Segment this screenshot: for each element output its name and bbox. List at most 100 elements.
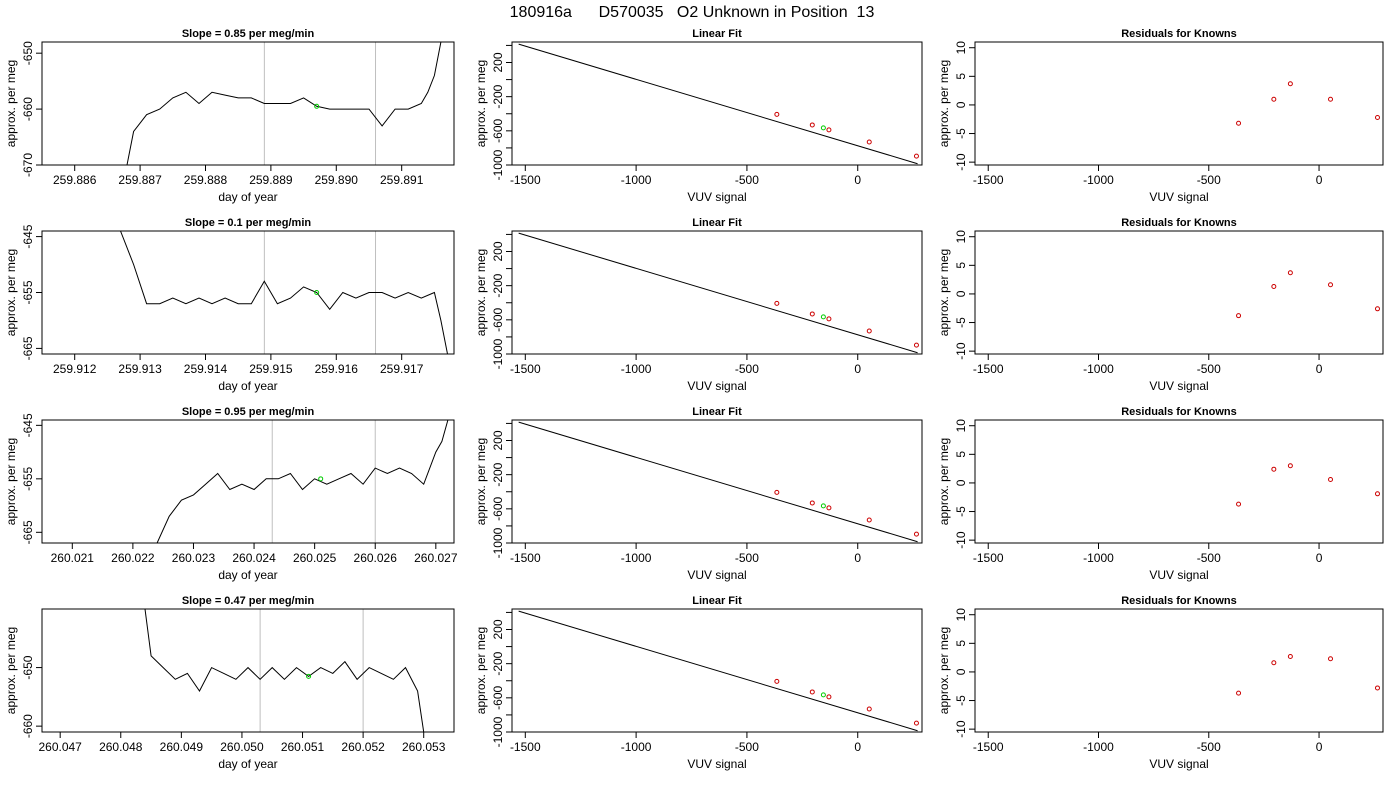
y-axis-label: approx. per meg [474, 249, 488, 336]
x-tick-label: 260.049 [160, 740, 204, 754]
y-tick-label: -650 [21, 41, 35, 65]
x-tick-label: 259.889 [249, 173, 293, 187]
plot-frame [41, 41, 455, 166]
plot-frame [974, 419, 1384, 544]
x-tick-label: -1500 [973, 740, 1004, 754]
chart-panel-0-2: Residuals for Knowns -1500 -1000 -500 0 -10 -5… [937, 28, 1384, 204]
plot-frame [41, 419, 455, 544]
y-tick-label: -200 [491, 651, 505, 675]
known-point [913, 342, 919, 348]
plot-area [126, 42, 442, 165]
plot-area [518, 610, 919, 732]
x-tick-label: 260.026 [354, 551, 398, 565]
x-tick-label: -1000 [1083, 173, 1114, 187]
residual-point [1374, 685, 1380, 691]
x-tick-label: 0 [1316, 173, 1323, 187]
known-point [866, 706, 872, 712]
plot-area [518, 43, 919, 165]
chart-panel-3-2: Residuals for Knowns -1500 -1000 -500 0 -10 -5… [937, 595, 1384, 771]
plot-area [1236, 270, 1380, 319]
y-axis-label: approx. per meg [4, 249, 18, 336]
y-tick-label: 10 [954, 230, 968, 244]
panel-title: Slope = 0.85 per meg/min [182, 28, 315, 40]
x-tick-label: -500 [1197, 173, 1221, 187]
known-point [774, 489, 780, 495]
plot-frame [511, 230, 923, 355]
y-tick-label: 200 [491, 619, 505, 639]
x-tick-label: 259.886 [53, 173, 97, 187]
y-tick-label: -1000 [491, 716, 505, 747]
y-tick-label: 10 [954, 419, 968, 433]
x-tick-label: -1500 [510, 740, 541, 754]
x-tick-label: 0 [854, 740, 861, 754]
chart-panel-1-1: Linear Fit -1500 -1000 -500 0 -1000 -600 -200 20… [474, 217, 923, 393]
series-line [156, 420, 449, 543]
x-tick-label: -500 [735, 173, 759, 187]
y-axis-label: approx. per meg [937, 60, 951, 147]
x-axis-label: VUV signal [1149, 190, 1208, 204]
known-point [826, 694, 832, 700]
y-axis-label: approx. per meg [474, 627, 488, 714]
panel-title: Residuals for Knowns [1121, 595, 1237, 607]
y-tick-label: 200 [491, 52, 505, 72]
x-axis-label: VUV signal [687, 379, 746, 393]
known-point [913, 531, 919, 537]
panel-title: Linear Fit [692, 217, 742, 229]
x-tick-label: 259.888 [184, 173, 228, 187]
residual-point [1328, 282, 1334, 288]
known-point [826, 127, 832, 133]
fit-line [518, 232, 918, 354]
y-tick-label: -5 [954, 317, 968, 328]
residual-point [1271, 466, 1277, 472]
y-axis-label: approx. per meg [474, 60, 488, 147]
y-axis-label: approx. per meg [4, 60, 18, 147]
x-tick-label: -1000 [621, 362, 652, 376]
x-tick-label: 0 [854, 551, 861, 565]
y-axis-label: approx. per meg [937, 249, 951, 336]
y-tick-label: 5 [954, 262, 968, 269]
x-tick-label: 0 [1316, 551, 1323, 565]
x-tick-label: 259.914 [184, 362, 228, 376]
chart-panel-3-0: Slope = 0.47 per meg/min 260.047 260.048 26… [4, 595, 455, 771]
x-tick-label: -1000 [1083, 551, 1114, 565]
chart-panel-3-1: Linear Fit -1500 -1000 -500 0 -1000 -600 -200 20… [474, 595, 923, 771]
known-point [774, 678, 780, 684]
series-line [120, 231, 448, 354]
y-tick-label: -600 [491, 119, 505, 143]
chart-panel-2-2: Residuals for Knowns -1500 -1000 -500 0 -10 -5… [937, 406, 1384, 582]
x-tick-label: 259.890 [315, 173, 359, 187]
y-tick-label: -660 [21, 714, 35, 738]
x-tick-label: 260.052 [341, 740, 385, 754]
known-point [809, 311, 815, 317]
residual-point [1328, 656, 1334, 662]
y-axis-label: approx. per meg [937, 627, 951, 714]
x-axis-label: day of year [218, 379, 277, 393]
x-axis-label: day of year [218, 757, 277, 771]
x-tick-label: 260.023 [172, 551, 216, 565]
plot-area [144, 609, 425, 732]
y-tick-label: -1000 [491, 527, 505, 558]
unknown-point [314, 290, 320, 295]
x-tick-label: 260.022 [111, 551, 155, 565]
y-tick-label: -665 [21, 520, 35, 544]
panel-title: Linear Fit [692, 28, 742, 40]
plot-area [1236, 463, 1380, 507]
y-tick-label: -10 [954, 720, 968, 738]
page-title: 180916a D570035 O2 Unknown in Position 1… [510, 4, 875, 21]
y-tick-label: 0 [954, 290, 968, 297]
x-tick-label: 260.047 [38, 740, 82, 754]
x-tick-label: -1000 [621, 740, 652, 754]
known-point [809, 500, 815, 506]
x-tick-label: 260.050 [220, 740, 264, 754]
y-tick-label: 5 [954, 640, 968, 647]
x-tick-label: -500 [735, 362, 759, 376]
x-tick-label: 260.048 [99, 740, 143, 754]
unknown-point [820, 692, 826, 698]
x-tick-label: 259.917 [380, 362, 424, 376]
known-point [913, 153, 919, 159]
residual-point [1236, 501, 1242, 507]
x-axis-label: VUV signal [1149, 757, 1208, 771]
x-axis-label: VUV signal [1149, 379, 1208, 393]
y-tick-label: -5 [954, 506, 968, 517]
known-point [866, 328, 872, 334]
